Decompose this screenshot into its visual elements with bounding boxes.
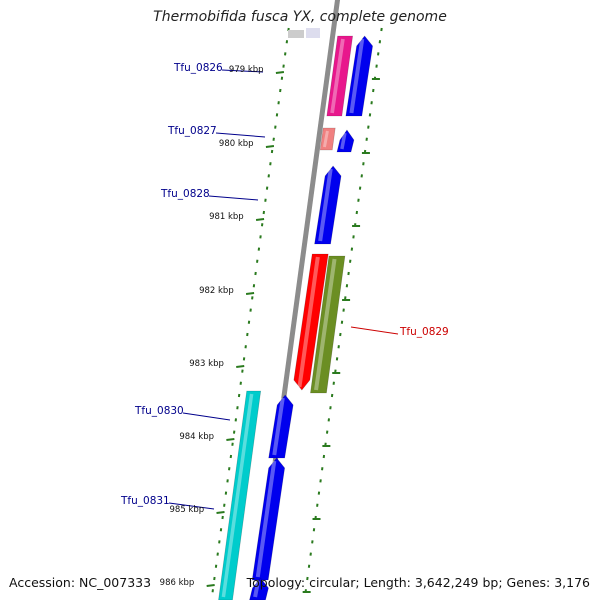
ruler-tick-980 [265, 145, 275, 148]
gene-label-Tfu_0830[interactable]: Tfu_0830 [135, 405, 184, 417]
feature-Tfu_0827-salmon [319, 127, 336, 151]
partial-feature-top [288, 30, 304, 38]
feature-Tfu_0831-blue-shine [255, 460, 277, 578]
ruler-tick-979 [275, 71, 285, 74]
feature-Tfu_0826-pink [326, 35, 353, 117]
feature-Tfu_0830-blue-shine [272, 397, 285, 456]
feature-Tfu_0829-red [293, 253, 329, 391]
ruler-tick-982 [245, 292, 255, 295]
leader-line-Tfu_0828 [208, 195, 259, 201]
feature-Tfu_0831-blue [251, 457, 285, 581]
feature-Tfu_0827-salmon-shine [322, 130, 329, 148]
leader-line-Tfu_0826 [221, 69, 264, 73]
ruler-label-983: 983 kbp [189, 359, 224, 369]
leader-line-Tfu_0827 [215, 132, 266, 138]
gene-label-Tfu_0829[interactable]: Tfu_0829 [400, 326, 449, 338]
gene-label-Tfu_0831[interactable]: Tfu_0831 [121, 495, 170, 507]
ruler-label-986: 986 kbp [159, 578, 195, 588]
feature-Tfu_0829-red-shine [297, 256, 320, 388]
feature-Tfu_0830-cyan [218, 390, 262, 600]
feature-Tfu_0828-blue [314, 165, 342, 245]
feature-Tfu_0828-blue-shine [318, 168, 333, 242]
feature-Tfu_0829-olive [310, 255, 346, 394]
feature-Tfu_0830-cyan-shine [221, 393, 254, 598]
ruler-tick-986 [206, 584, 215, 587]
feature-Tfu_0827-blue-shine [340, 132, 347, 150]
leader-line-Tfu_0830 [182, 412, 231, 421]
ruler-tick-985 [216, 511, 225, 514]
feature-Tfu_0829-olive-shine [314, 258, 337, 391]
ruler-label-985: 985 kbp [169, 505, 205, 515]
feature-Tfu_0826-pink-shine [330, 38, 345, 114]
ruler-tick-983 [236, 365, 245, 368]
ruler-label-981: 981 kbp [209, 212, 244, 222]
feature-Tfu_0831-blue-2 [249, 577, 269, 600]
accession-text: Accession: NC_007333 [9, 575, 152, 590]
map-title: Thermobifida fusca YX, complete genome [153, 9, 447, 25]
ruler-label-984: 984 kbp [179, 432, 214, 442]
gene-label-Tfu_0827[interactable]: Tfu_0827 [168, 125, 217, 137]
feature-Tfu_0826-blue-shine [349, 38, 365, 114]
leader-line-Tfu_0829 [350, 326, 399, 335]
ruler-tick-984 [226, 438, 235, 441]
gene-label-Tfu_0828[interactable]: Tfu_0828 [161, 188, 210, 200]
ruler-label-982: 982 kbp [199, 286, 234, 296]
feature-Tfu_0826-blue [345, 35, 373, 117]
ruler-tick-981 [255, 218, 265, 221]
ruler-label-979: 979 kbp [228, 65, 264, 75]
leader-line-Tfu_0831 [168, 502, 215, 510]
ruler-label-980: 980 kbp [218, 139, 254, 149]
genome-summary-text: Topology: circular; Length: 3,642,249 bp… [246, 575, 590, 590]
gene-label-Tfu_0826[interactable]: Tfu_0826 [174, 62, 223, 74]
feature-Tfu_0827-blue [336, 129, 355, 153]
partial-feature-top-2 [306, 28, 320, 38]
feature-Tfu_0831-blue-2-shine [253, 580, 261, 598]
